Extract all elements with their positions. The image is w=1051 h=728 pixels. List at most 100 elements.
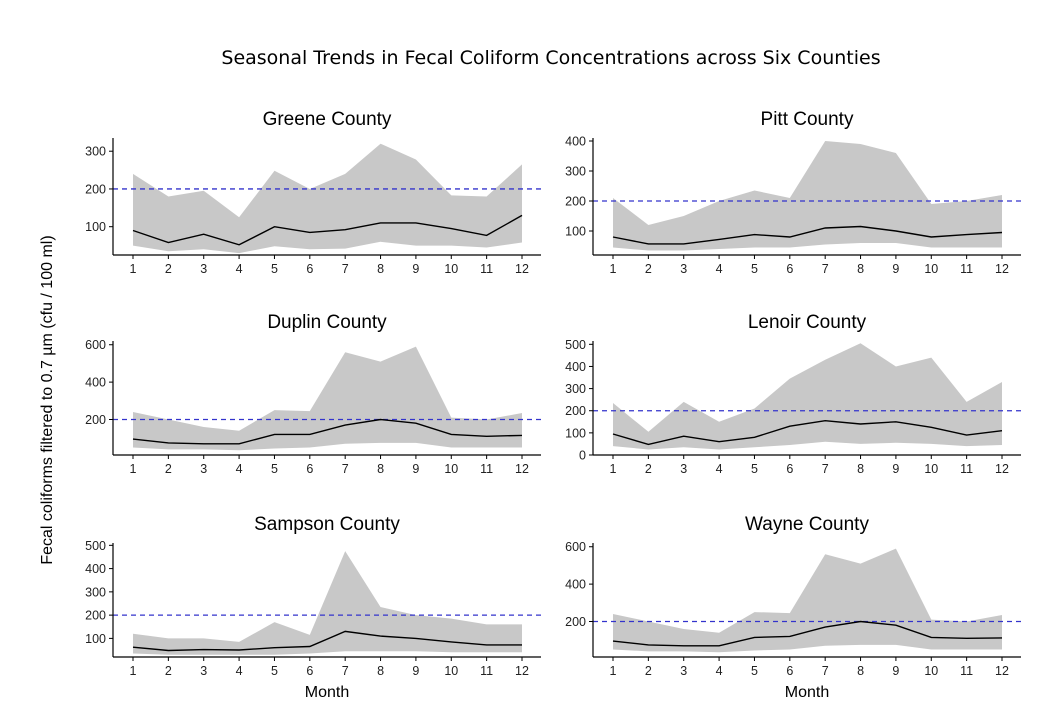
x-tick-label-lenoir-county: 8 [857,462,864,476]
y-tick-label-pitt-county: 400 [565,135,586,149]
x-tick-label-duplin-county: 5 [271,462,278,476]
x-tick-label-pitt-county: 9 [892,262,899,276]
panel-title-pitt-county: Pitt County [761,109,854,130]
range-band-sampson-county [133,551,522,655]
x-tick-label-pitt-county: 11 [960,262,973,276]
x-tick-label-duplin-county: 7 [342,462,349,476]
x-tick-label-sampson-county: 9 [412,664,419,678]
range-band-lenoir-county [613,343,1002,450]
x-tick-label-wayne-county: 5 [751,664,758,678]
panel-title-sampson-county: Sampson County [254,514,400,535]
y-tick-label-lenoir-county: 0 [579,449,586,463]
y-tick-label-lenoir-county: 200 [565,404,586,418]
x-tick-label-lenoir-county: 5 [751,462,758,476]
x-tick-label-greene-county: 1 [130,262,137,276]
panel-title-duplin-county: Duplin County [267,312,387,333]
x-tick-label-lenoir-county: 3 [680,462,687,476]
median-line-wayne-county [612,620,1003,647]
x-tick-label-lenoir-county: 12 [995,462,1009,476]
x-tick-label-wayne-county: 4 [716,664,723,678]
y-tick-label-lenoir-county: 400 [565,360,586,374]
x-tick-label-duplin-county: 3 [200,462,207,476]
x-tick-label-wayne-county: 11 [960,664,973,678]
y-tick-label-sampson-county: 300 [85,585,106,599]
x-tick-label-duplin-county: 2 [165,462,172,476]
x-tick-label-lenoir-county: 7 [822,462,829,476]
x-tick-label-sampson-county: 4 [236,664,243,678]
x-tick-label-wayne-county: 7 [822,664,829,678]
x-tick-label-pitt-county: 2 [645,262,652,276]
y-tick-label-pitt-county: 300 [565,165,586,179]
x-tick-label-wayne-county: 1 [610,664,617,678]
x-tick-label-greene-county: 6 [306,262,313,276]
y-tick-label-sampson-county: 500 [85,539,106,553]
x-tick-label-pitt-county: 5 [751,262,758,276]
x-axis-label-right: Month [785,684,829,701]
y-tick-label-lenoir-county: 300 [565,382,586,396]
y-tick-label-duplin-county: 200 [85,413,106,427]
y-tick-label-pitt-county: 200 [565,195,586,209]
y-tick-label-lenoir-county: 500 [565,338,586,352]
x-tick-label-duplin-county: 6 [306,462,313,476]
y-tick-label-sampson-county: 200 [85,609,106,623]
x-tick-label-duplin-county: 4 [236,462,243,476]
x-axis-label-left: Month [305,684,349,701]
x-tick-label-sampson-county: 5 [271,664,278,678]
x-tick-label-greene-county: 5 [271,262,278,276]
x-tick-label-sampson-county: 11 [480,664,493,678]
y-tick-label-greene-county: 300 [85,145,106,159]
x-tick-label-pitt-county: 4 [716,262,723,276]
x-tick-label-sampson-county: 2 [165,664,172,678]
range-band-greene-county [133,143,522,254]
x-tick-label-wayne-county: 8 [857,664,864,678]
median-line-lenoir-county [612,419,1003,446]
x-tick-label-pitt-county: 8 [857,262,864,276]
x-tick-label-greene-county: 9 [412,262,419,276]
x-tick-label-wayne-county: 9 [892,664,899,678]
x-tick-label-pitt-county: 6 [786,262,793,276]
x-tick-label-duplin-county: 12 [515,462,529,476]
x-tick-label-wayne-county: 3 [680,664,687,678]
x-tick-label-pitt-county: 10 [924,262,938,276]
y-tick-label-wayne-county: 600 [565,540,586,554]
median-line-greene-county [132,214,523,246]
median-line-sampson-county [132,630,522,652]
y-tick-label-duplin-county: 400 [85,376,106,390]
x-tick-label-sampson-county: 12 [515,664,529,678]
x-tick-label-lenoir-county: 10 [924,462,938,476]
x-tick-label-sampson-county: 3 [200,664,207,678]
range-band-duplin-county [133,346,522,451]
range-band-wayne-county [613,548,1002,653]
x-tick-label-greene-county: 11 [480,262,493,276]
x-tick-label-wayne-county: 12 [995,664,1009,678]
x-tick-label-sampson-county: 10 [444,664,458,678]
x-tick-label-greene-county: 10 [444,262,458,276]
x-tick-label-sampson-county: 6 [306,664,313,678]
x-tick-label-lenoir-county: 6 [786,462,793,476]
range-band-pitt-county [613,141,1002,251]
y-tick-label-wayne-county: 400 [565,578,586,592]
x-tick-label-sampson-county: 8 [377,664,384,678]
panel-title-wayne-county: Wayne County [745,514,869,535]
y-tick-label-sampson-county: 100 [85,632,106,646]
x-tick-label-lenoir-county: 4 [716,462,723,476]
y-tick-label-pitt-county: 100 [565,225,586,239]
y-tick-label-greene-county: 100 [85,220,106,234]
x-tick-label-sampson-county: 1 [130,664,137,678]
x-tick-label-wayne-county: 6 [786,664,793,678]
x-tick-label-lenoir-county: 2 [645,462,652,476]
x-tick-label-wayne-county: 2 [645,664,652,678]
x-tick-label-duplin-county: 1 [130,462,137,476]
x-tick-label-duplin-county: 8 [377,462,384,476]
y-tick-label-lenoir-county: 100 [565,426,586,440]
y-axis-label: Fecal coliforms filtered to 0.7 µm (cfu … [39,235,56,564]
y-tick-label-greene-county: 200 [85,182,106,196]
x-tick-label-duplin-county: 9 [412,462,419,476]
x-tick-label-greene-county: 12 [515,262,529,276]
median-line-pitt-county [612,225,1003,245]
